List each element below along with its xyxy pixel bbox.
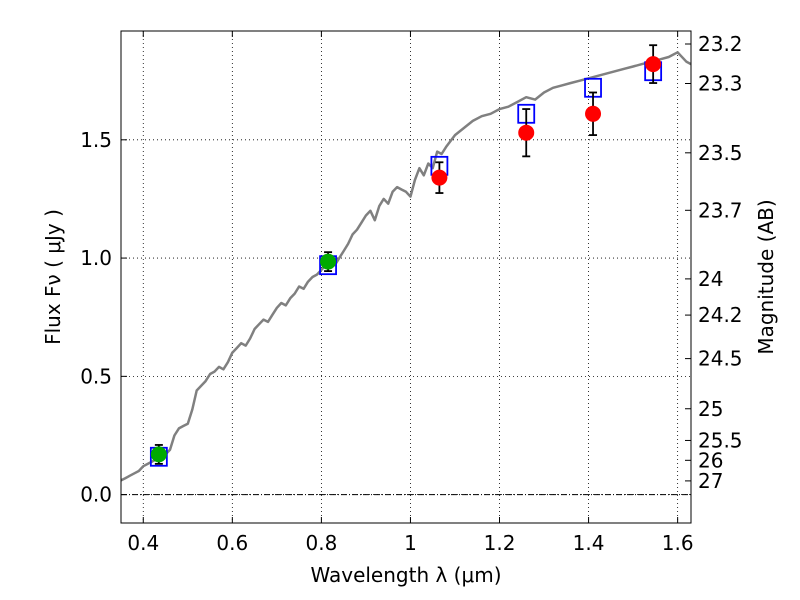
- y2-tick-label: 23.2: [698, 32, 743, 56]
- observed-point: [431, 169, 448, 186]
- x-tick-label: 1: [404, 531, 417, 555]
- y2-tick-label: 26: [698, 448, 723, 472]
- y-tick-label: 0.5: [80, 364, 112, 388]
- y2-tick-label: 25: [698, 397, 723, 421]
- y2-tick-label: 25.5: [698, 428, 743, 452]
- x-tick-label: 1.6: [662, 531, 694, 555]
- x-tick-label: 1.4: [573, 531, 605, 555]
- plot-frame: [120, 30, 692, 524]
- data-marks: [121, 44, 691, 482]
- y2-tick-label: 23.7: [698, 198, 743, 222]
- y2-tick-label: 23.3: [698, 72, 743, 96]
- x-tick-label: 0.8: [305, 531, 337, 555]
- y2-tick-label: 24.5: [698, 347, 743, 371]
- spectrum-line: [121, 51, 691, 482]
- observed-point: [150, 446, 167, 463]
- observed-point: [645, 56, 662, 73]
- observed-point: [320, 253, 337, 270]
- grid-lines: [121, 31, 691, 523]
- x-tick-label: 0.4: [127, 531, 159, 555]
- x-axis-title: Wavelength λ (μm): [310, 563, 501, 587]
- x-tick-label: 1.2: [484, 531, 516, 555]
- axis-ticks: 0.4 0.6 0.8 1 1.2 1.4 1.6 0.0 0.5 1.0 1.5 23.2 23.3 2…: [80, 31, 743, 555]
- y2-axis-title: Magnitude (AB): [754, 199, 778, 354]
- y-tick-label: 1.5: [80, 128, 112, 152]
- y-tick-label: 1.0: [80, 246, 112, 270]
- observed-point: [518, 124, 535, 141]
- y2-tick-label: 27: [698, 469, 723, 493]
- y-axis-title: Flux Fν ( μJy ): [41, 209, 65, 345]
- y2-tick-label: 24.2: [698, 303, 743, 327]
- x-tick-label: 0.6: [216, 531, 248, 555]
- y2-tick-label: 23.5: [698, 141, 743, 165]
- y2-tick-label: 24: [698, 267, 723, 291]
- y-tick-label: 0.0: [80, 483, 112, 507]
- observed-point: [585, 105, 602, 122]
